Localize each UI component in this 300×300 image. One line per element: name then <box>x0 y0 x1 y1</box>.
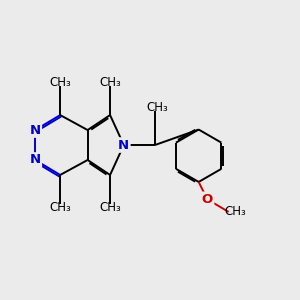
Text: CH₃: CH₃ <box>224 206 246 218</box>
Text: N: N <box>30 154 41 166</box>
Text: CH₃: CH₃ <box>99 201 121 214</box>
Text: CH₃: CH₃ <box>147 101 168 114</box>
Text: CH₃: CH₃ <box>49 201 71 214</box>
Text: N: N <box>118 139 129 152</box>
Text: N: N <box>30 124 41 136</box>
Text: CH₃: CH₃ <box>49 76 71 89</box>
Text: O: O <box>202 193 213 206</box>
Text: CH₃: CH₃ <box>99 76 121 89</box>
